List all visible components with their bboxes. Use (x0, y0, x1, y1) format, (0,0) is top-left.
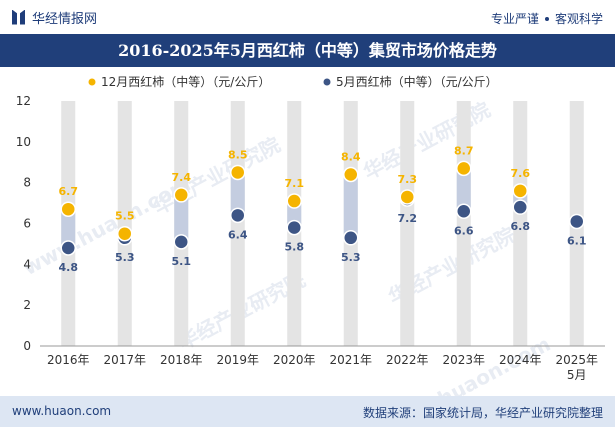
x-tick-line: 2017年 (103, 353, 146, 367)
data-label-december: 7.3 (398, 173, 418, 186)
category-band (230, 101, 245, 346)
point-december (230, 164, 246, 181)
legend-marker (88, 78, 96, 86)
point-may (569, 213, 585, 230)
data-labels: 4.8 6.7 5.3 5.5 5.1 7.4 6.4 8.5 5.8 7.1 5.3 8.4 7.2 7… (59, 144, 587, 274)
y-axis: 0 2 4 6 8 10 12 (16, 94, 31, 353)
y-tick-label: 4 (23, 257, 31, 271)
legend-marker (323, 78, 331, 86)
data-label-december: 7.1 (285, 177, 305, 190)
data-label-may: 5.3 (341, 251, 361, 264)
data-label-may: 6.1 (567, 234, 587, 247)
point-may (60, 240, 76, 256)
data-source: 数据来源：国家统计局，华经产业研究院整理 (362, 406, 603, 420)
data-label-december: 5.5 (115, 210, 135, 223)
point-december (343, 166, 359, 183)
bullet-icon (544, 16, 549, 21)
x-tick-label: 2019年 (216, 353, 259, 367)
x-tick-line: 2024年 (499, 353, 542, 367)
point-december (456, 160, 472, 177)
tagline-item: 专业严谨 (490, 12, 539, 26)
data-points (60, 160, 585, 256)
point-december (60, 201, 76, 217)
x-tick-label: 2016年 (47, 353, 90, 367)
watermark-text: 华经产业研究院 (149, 132, 284, 219)
point-may (230, 207, 246, 224)
point-december (399, 189, 415, 205)
point-may (343, 230, 359, 246)
x-tick-label: 2024年 (499, 353, 542, 367)
logo-text: 华经情报网 (32, 11, 98, 27)
y-tick-label: 8 (23, 176, 31, 190)
legend-label: 12月西红柿（中等）（元/公斤） (101, 74, 270, 89)
data-label-december: 8.4 (341, 151, 361, 164)
y-tick-label: 10 (16, 135, 31, 149)
x-tick-line: 2016年 (47, 353, 90, 367)
category-band (117, 101, 132, 346)
range-connector (230, 172, 245, 216)
point-may (456, 203, 472, 219)
data-label-december: 7.4 (172, 171, 192, 184)
top-bar: 华经情报网 专业严谨 客观科学 (0, 0, 615, 34)
data-label-december: 7.6 (511, 167, 531, 180)
range-connector (61, 209, 76, 248)
title-bar: 2016-2025年5月西红柿（中等）集贸市场价格走势 (0, 34, 615, 67)
tagline-item: 客观科学 (554, 12, 603, 26)
x-tick-line: 2019年 (216, 353, 259, 367)
x-tick-label: 2021年 (329, 353, 372, 367)
point-may (286, 219, 302, 236)
watermark-text: 华经产业研究院 (359, 97, 494, 184)
x-tick-line: 2021年 (329, 353, 372, 367)
range-connector (174, 194, 189, 242)
website-link[interactable]: www.huaon.com (12, 404, 112, 418)
data-label-may: 6.4 (228, 228, 248, 241)
point-december (286, 193, 302, 209)
chart-title: 2016-2025年5月西红柿（中等）集贸市场价格走势 (118, 41, 497, 60)
logo-icon (12, 9, 26, 25)
y-tick-label: 6 (23, 217, 31, 231)
point-december (512, 183, 528, 199)
data-label-may: 5.3 (115, 251, 135, 264)
data-label-december: 6.7 (59, 185, 79, 198)
point-december (117, 225, 133, 242)
x-tick-line: 2022年 (386, 353, 429, 367)
data-label-december: 8.7 (454, 144, 474, 157)
data-label-may: 4.8 (59, 261, 79, 274)
x-tick-line: 5月 (567, 368, 587, 382)
y-tick-label: 2 (23, 298, 31, 312)
y-tick-label: 12 (16, 94, 31, 108)
x-tick-label: 2018年 (160, 353, 203, 367)
data-label-may: 6.6 (454, 224, 474, 237)
data-label-may: 5.1 (172, 255, 192, 268)
x-tick-label: 2025年 5月 (555, 353, 598, 382)
x-tick-line: 2025年 (555, 353, 598, 367)
tagline: 专业严谨 客观科学 (491, 10, 603, 27)
point-may (512, 199, 528, 215)
point-december (173, 187, 189, 203)
data-label-may: 7.2 (398, 212, 418, 225)
footer: www.huaon.com 数据来源：国家统计局，华经产业研究院整理 (0, 396, 615, 427)
category-band (400, 101, 415, 346)
data-label-may: 5.8 (285, 241, 305, 254)
x-axis: 2016年 2017年 2018年 2019年 2020年 2021年 2022年 2023年… (47, 353, 598, 382)
x-tick-line: 2023年 (442, 353, 485, 367)
watermark-text: www.huaon.com (19, 172, 194, 280)
brand-logo[interactable]: 华经情报网 (12, 9, 98, 27)
x-tick-label: 2023年 (442, 353, 485, 367)
point-may (173, 234, 189, 250)
legend: 12月西红柿（中等）（元/公斤） 5月西红柿（中等）（元/公斤） (88, 74, 498, 89)
x-tick-label: 2022年 (386, 353, 429, 367)
chart: 华经产业研究院华经产业研究院华经产业研究院华经产业研究院www.huaon.co… (16, 74, 605, 396)
x-tick-line: 2018年 (160, 353, 203, 367)
category-band (513, 101, 528, 346)
range-connector (456, 168, 471, 212)
y-tick-label: 0 (23, 339, 31, 353)
range-connector (343, 174, 358, 238)
x-tick-label: 2020年 (273, 353, 316, 367)
legend-label: 5月西红柿（中等）（元/公斤） (336, 74, 498, 89)
data-label-may: 6.8 (511, 220, 531, 233)
data-label-december: 8.5 (228, 148, 248, 161)
x-tick-label: 2017年 (103, 353, 146, 367)
x-tick-line: 2020年 (273, 353, 316, 367)
